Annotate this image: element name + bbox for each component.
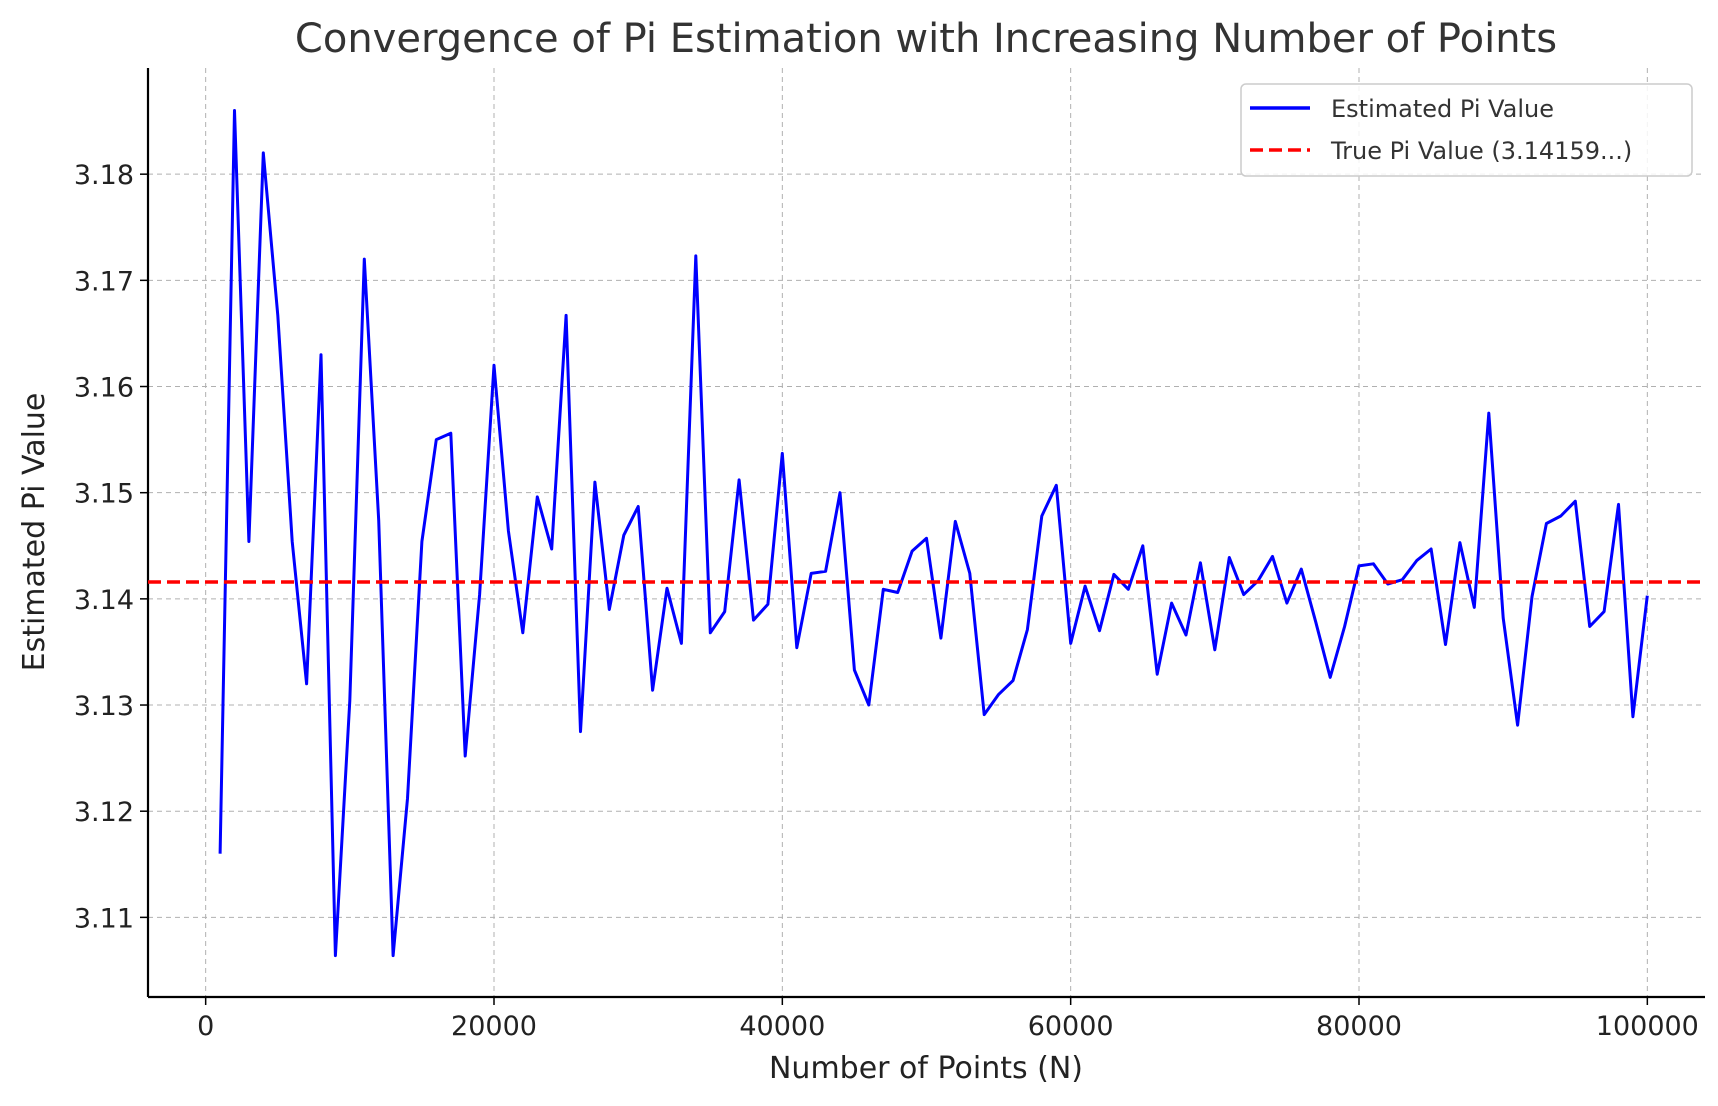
axes xyxy=(146,68,1705,999)
y-tick-label: 3.17 xyxy=(74,266,134,297)
y-tick-label: 3.16 xyxy=(74,373,134,404)
y-tick-label: 3.11 xyxy=(74,903,134,934)
y-tick-label: 3.15 xyxy=(74,479,134,510)
x-tick-label: 60000 xyxy=(1028,1011,1114,1042)
grid-lines xyxy=(148,68,1705,997)
legend: Estimated Pi Value True Pi Value (3.1415… xyxy=(1240,83,1693,177)
legend-box xyxy=(1240,83,1693,177)
tick-marks-and-labels: 0 20000 40000 60000 80000 100000 3.11 3.12 3.13 3… xyxy=(74,160,1699,1042)
y-axis-label: Estimated Pi Value xyxy=(17,393,52,672)
x-tick-label: 0 xyxy=(197,1011,214,1042)
x-tick-label: 80000 xyxy=(1316,1011,1402,1042)
x-tick-label: 20000 xyxy=(451,1011,537,1042)
x-tick-label: 100000 xyxy=(1596,1011,1699,1042)
y-tick-label: 3.14 xyxy=(74,585,134,616)
chart-title: Convergence of Pi Estimation with Increa… xyxy=(295,16,1557,62)
legend-label-estimated-pi: Estimated Pi Value xyxy=(1331,95,1554,123)
estimated-pi-line xyxy=(218,109,1649,958)
x-axis-label: Number of Points (N) xyxy=(769,1051,1083,1086)
y-tick-label: 3.12 xyxy=(74,797,134,828)
x-tick-label: 40000 xyxy=(739,1011,825,1042)
series xyxy=(148,109,1705,958)
y-tick-label: 3.18 xyxy=(74,160,134,191)
legend-label-true-pi: True Pi Value (3.14159...) xyxy=(1330,137,1632,165)
y-tick-label: 3.13 xyxy=(74,691,134,722)
